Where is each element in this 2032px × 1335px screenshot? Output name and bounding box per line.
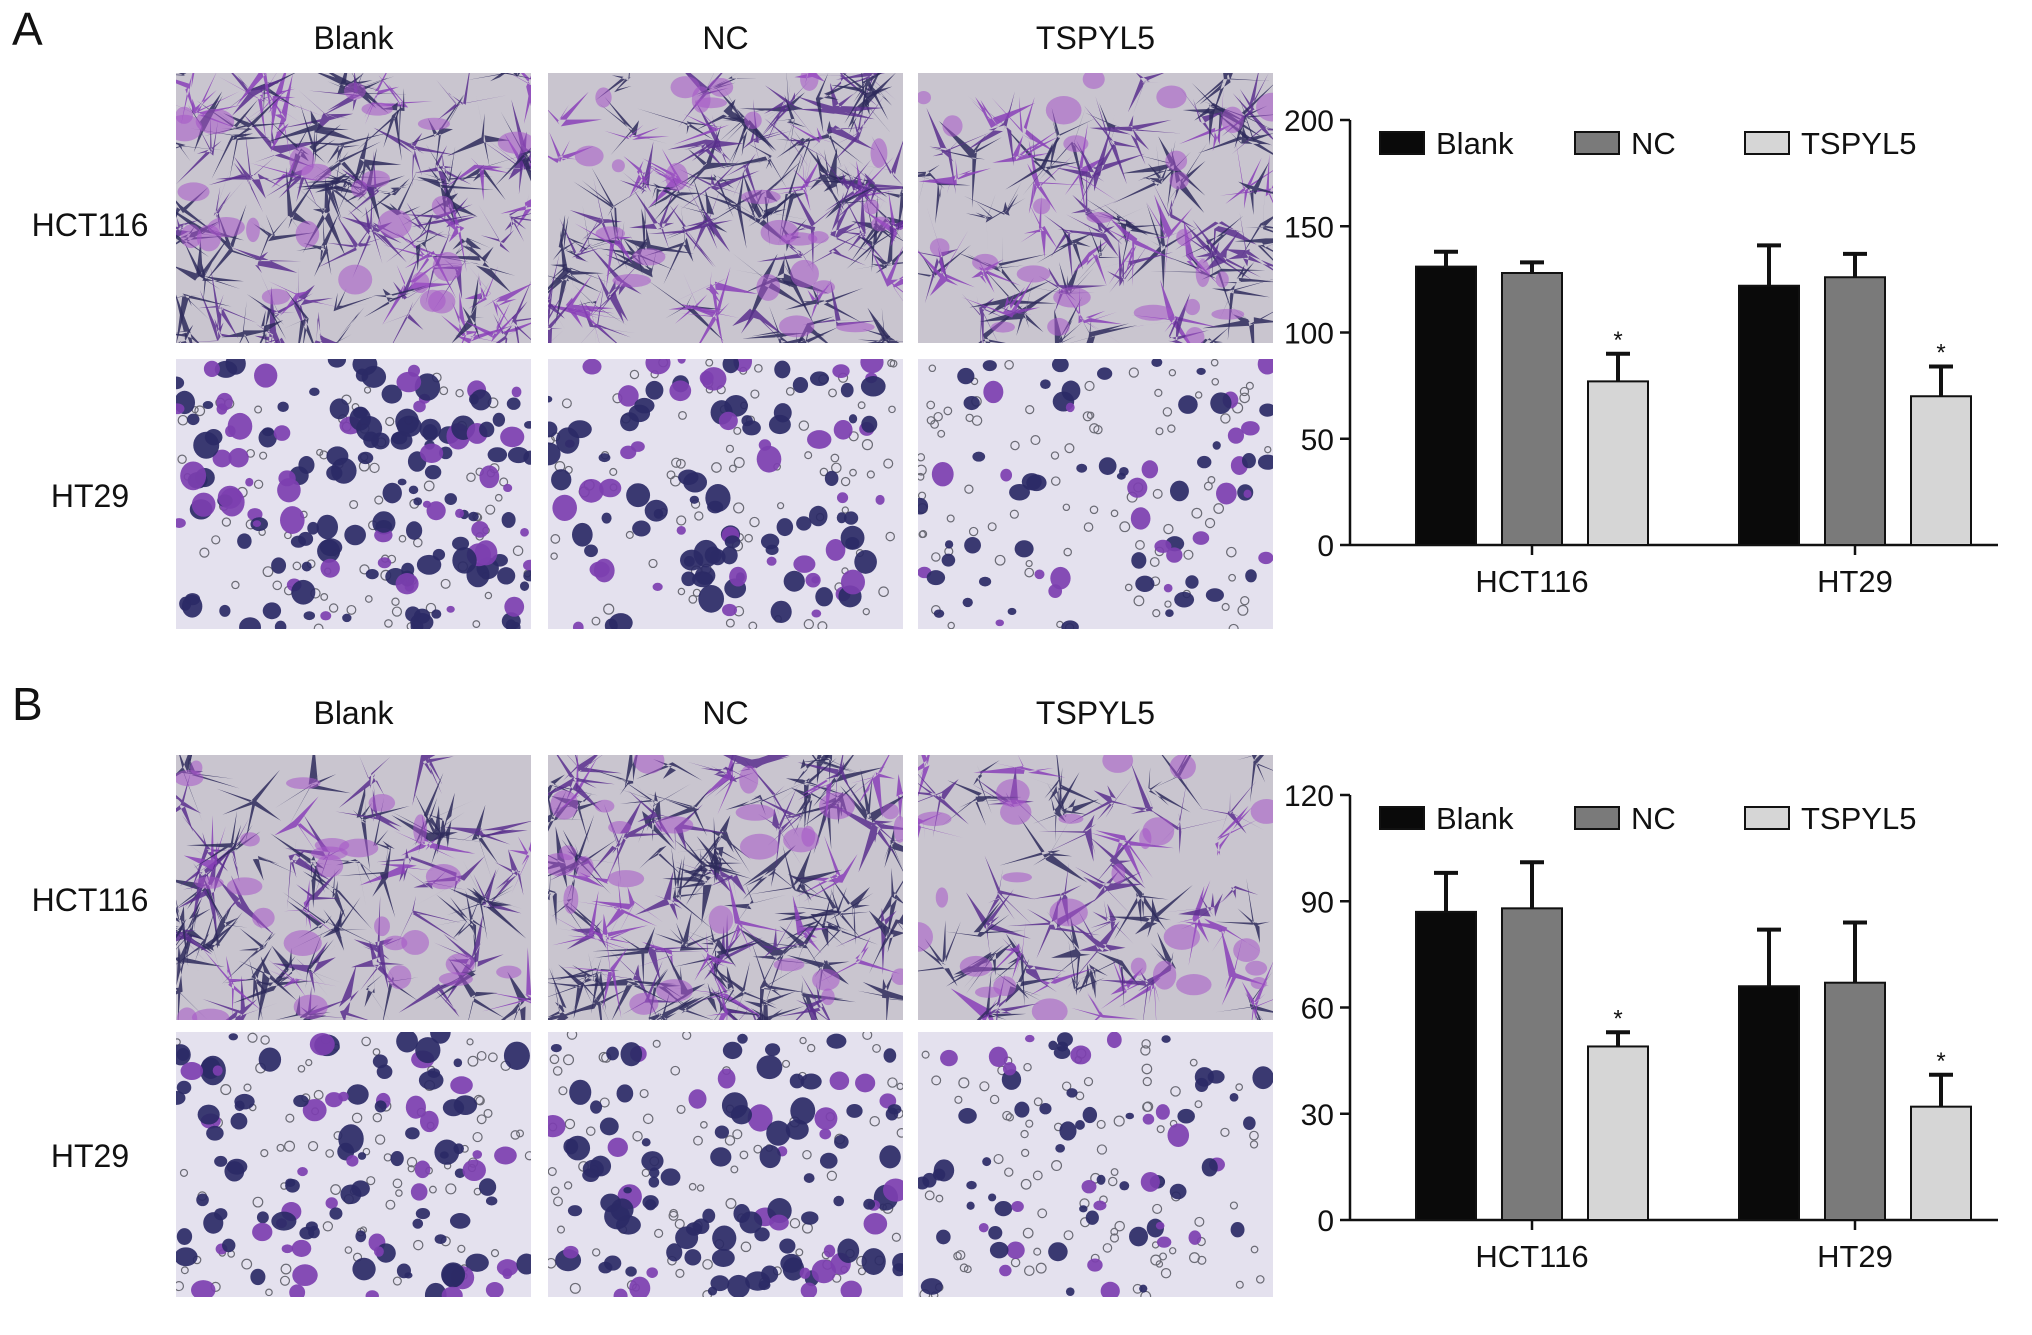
panel-b: B Blank NC TSPYL5 HCT116 HT29 0 30 60 90 120… <box>0 675 2032 1335</box>
column-header-tspyl5: TSPYL5 <box>1035 20 1156 56</box>
y-tick-label: 100 <box>1284 318 1334 351</box>
row-label-hct116: HCT116 <box>31 882 149 918</box>
bar-blank-ht29 <box>1738 284 1800 546</box>
panel-letter: B <box>12 678 43 730</box>
legend-swatch-tspyl5 <box>1744 131 1790 155</box>
x-tick-label: HT29 <box>1817 1239 1893 1274</box>
legend-swatch-tspyl5 <box>1744 806 1790 830</box>
micrograph-hct116-tspyl5 <box>918 755 1273 1020</box>
column-header-blank: Blank <box>313 20 394 56</box>
y-tick-label: 0 <box>1317 530 1334 563</box>
legend-swatch-nc <box>1574 806 1620 830</box>
column-header-nc: NC <box>702 695 749 731</box>
bar-nc-ht29 <box>1824 276 1886 546</box>
invasion-chart-svg: 0306090120Invasive cells per field*HCT11… <box>1244 780 1998 1274</box>
legend-label-nc: NC <box>1631 801 1676 836</box>
y-tick-label: 60 <box>1301 993 1334 1026</box>
legend-label-tspyl5: TSPYL5 <box>1801 126 1916 161</box>
legend-swatch-nc <box>1574 131 1620 155</box>
significance-mark: * <box>1936 340 1945 367</box>
x-tick-label: HCT116 <box>1475 564 1588 599</box>
micrograph-ht29-nc <box>548 359 903 629</box>
invasion-chart: 0306090120Invasive cells per field*HCT11… <box>1244 755 2030 1300</box>
bar-blank-hct116 <box>1415 265 1477 546</box>
column-header-tspyl5: TSPYL5 <box>1035 695 1156 731</box>
micrograph-hct116-nc <box>548 73 903 343</box>
bar-blank-ht29 <box>1738 985 1800 1221</box>
y-tick-label: 30 <box>1301 1099 1334 1132</box>
y-tick-label: 0 <box>1317 1205 1334 1238</box>
significance-mark: * <box>1936 1048 1945 1075</box>
migration-chart: 050100150200Migrated cells per field*HCT… <box>1244 80 2030 625</box>
bar-tspyl5-hct116 <box>1587 380 1649 546</box>
bar-nc-hct116 <box>1501 272 1563 546</box>
migration-chart-svg: 050100150200Migrated cells per field*HCT… <box>1244 105 1998 599</box>
bar-tspyl5-ht29 <box>1910 395 1972 546</box>
column-header-nc: NC <box>702 20 749 56</box>
micrograph-ht29-blank <box>176 1032 531 1297</box>
micrograph-hct116-tspyl5 <box>918 73 1273 343</box>
bar-tspyl5-ht29 <box>1910 1105 1972 1221</box>
x-tick-label: HT29 <box>1817 564 1893 599</box>
bar-blank-hct116 <box>1415 910 1477 1221</box>
micrograph-ht29-tspyl5 <box>918 1032 1273 1297</box>
column-header-blank: Blank <box>313 695 394 731</box>
x-tick-label: HCT116 <box>1475 1239 1588 1274</box>
row-label-ht29: HT29 <box>50 1138 130 1174</box>
bar-nc-hct116 <box>1501 907 1563 1221</box>
legend-label-nc: NC <box>1631 126 1676 161</box>
legend-swatch-blank <box>1379 131 1425 155</box>
legend-label-blank: Blank <box>1436 801 1514 836</box>
legend-label-tspyl5: TSPYL5 <box>1801 801 1916 836</box>
y-tick-label: 150 <box>1284 211 1334 244</box>
bar-nc-ht29 <box>1824 981 1886 1221</box>
legend-label-blank: Blank <box>1436 126 1514 161</box>
micrograph-ht29-tspyl5 <box>918 359 1273 629</box>
micrograph-hct116-blank <box>176 73 531 343</box>
bar-tspyl5-hct116 <box>1587 1045 1649 1222</box>
micrograph-ht29-nc <box>548 1032 903 1297</box>
micrograph-hct116-blank <box>176 755 531 1020</box>
significance-mark: * <box>1613 327 1622 354</box>
y-tick-label: 50 <box>1301 424 1334 457</box>
legend-swatch-blank <box>1379 806 1425 830</box>
row-label-ht29: HT29 <box>50 478 130 514</box>
row-label-hct116: HCT116 <box>31 207 149 243</box>
micrograph-hct116-nc <box>548 755 903 1020</box>
panel-a: A Blank NC TSPYL5 HCT116 HT29 0 50 100 150 2… <box>0 0 2032 660</box>
micrograph-ht29-blank <box>176 359 531 629</box>
y-tick-label: 90 <box>1301 886 1334 919</box>
panel-letter: A <box>12 3 43 55</box>
significance-mark: * <box>1613 1005 1622 1032</box>
y-tick-label: 120 <box>1284 780 1334 813</box>
y-tick-label: 200 <box>1284 105 1334 138</box>
